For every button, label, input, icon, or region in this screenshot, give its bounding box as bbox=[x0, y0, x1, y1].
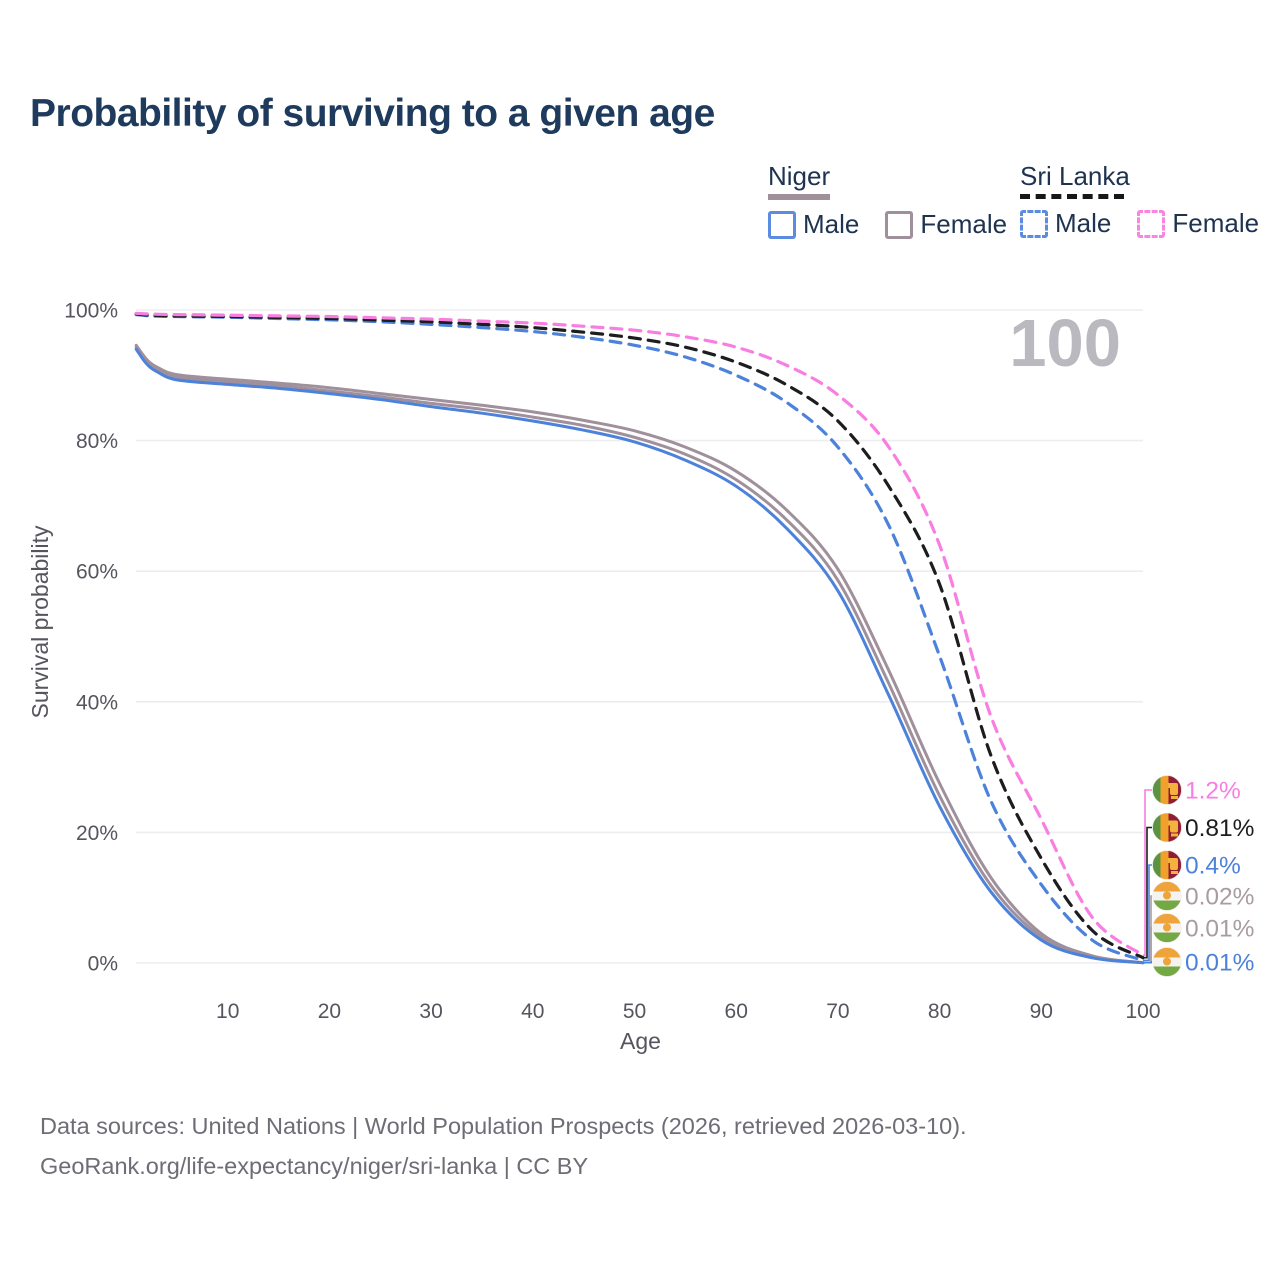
niger-flag-icon bbox=[1152, 881, 1182, 911]
data-sources-line2: GeoRank.org/life-expectancy/niger/sri-la… bbox=[40, 1153, 589, 1180]
legend-country-niger[interactable]: Niger bbox=[768, 161, 831, 191]
y-tick-label: 100% bbox=[64, 300, 118, 323]
leader-line bbox=[1143, 826, 1152, 959]
curve-niger-male[interactable] bbox=[134, 347, 1145, 965]
end-label-sri-lanka-female: 1.2% bbox=[1143, 775, 1241, 956]
niger-flag-icon bbox=[1152, 947, 1182, 977]
leader-line bbox=[1143, 789, 1152, 956]
x-tick-label: 90 bbox=[1030, 1000, 1053, 1023]
end-label-sri-lanka-total: 0.81% bbox=[1143, 813, 1254, 959]
sri-lanka-line-swatch bbox=[1020, 194, 1124, 200]
x-tick-label: 30 bbox=[419, 1000, 442, 1023]
y-tick-label: 60% bbox=[76, 561, 118, 584]
curve-sri-lanka-male[interactable] bbox=[134, 313, 1145, 962]
legend: Niger Male Female Sri Lanka bbox=[0, 161, 1280, 243]
end-value-label: 0.4% bbox=[1185, 853, 1241, 880]
sri-lanka-flag-icon bbox=[1152, 775, 1182, 805]
legend-item-niger-male[interactable]: Male bbox=[768, 209, 859, 240]
curve-sri-lanka-total[interactable] bbox=[134, 312, 1145, 960]
x-tick-label: 10 bbox=[216, 1000, 239, 1023]
x-axis-title: Age bbox=[620, 1028, 661, 1054]
legend-group-sri-lanka: Sri Lanka Male Female bbox=[1020, 161, 1259, 239]
data-sources: Data sources: United Nations | World Pop… bbox=[40, 1106, 967, 1187]
x-tick-label: 70 bbox=[826, 1000, 849, 1023]
end-value-label: 0.01% bbox=[1185, 916, 1254, 943]
x-tick-label: 40 bbox=[521, 1000, 544, 1023]
leader-line bbox=[1143, 961, 1152, 964]
end-label-niger-male: 0.01% bbox=[1143, 947, 1254, 977]
age-watermark: 100 bbox=[1009, 306, 1121, 381]
legend-label-niger-male: Male bbox=[803, 209, 860, 240]
checkbox-sri-lanka-male[interactable] bbox=[1020, 209, 1048, 238]
legend-label-niger-female: Female bbox=[920, 209, 1008, 240]
y-tick-label: 0% bbox=[88, 953, 118, 976]
curve-sri-lanka-female[interactable] bbox=[134, 311, 1145, 957]
legend-group-niger: Niger Male Female bbox=[768, 161, 1007, 240]
legend-item-sri-lanka-female[interactable]: Female bbox=[1137, 208, 1259, 239]
y-tick-label: 40% bbox=[76, 691, 118, 714]
legend-item-sri-lanka-male[interactable]: Male bbox=[1020, 208, 1111, 239]
end-value-label: 0.01% bbox=[1185, 950, 1254, 977]
checkbox-niger-female[interactable] bbox=[885, 210, 914, 239]
niger-flag-icon bbox=[1152, 913, 1182, 943]
legend-label-sri-lanka-female: Female bbox=[1172, 208, 1260, 239]
end-label-niger-total: 0.01% bbox=[1143, 913, 1254, 964]
niger-line-swatch bbox=[768, 194, 830, 201]
leader-line bbox=[1143, 864, 1152, 962]
end-value-label: 0.81% bbox=[1185, 815, 1254, 842]
legend-item-niger-female[interactable]: Female bbox=[885, 209, 1007, 240]
x-tick-label: 20 bbox=[318, 1000, 341, 1023]
end-label-niger-female: 0.02% bbox=[1143, 881, 1254, 964]
x-tick-label: 50 bbox=[623, 1000, 646, 1023]
end-value-label: 1.2% bbox=[1185, 778, 1241, 805]
end-value-label: 0.02% bbox=[1185, 884, 1254, 911]
page-title: Probability of surviving to a given age bbox=[30, 92, 715, 135]
checkbox-niger-male[interactable] bbox=[768, 210, 796, 239]
y-tick-label: 20% bbox=[76, 822, 118, 845]
legend-country-sri-lanka[interactable]: Sri Lanka bbox=[1020, 161, 1130, 191]
end-label-sri-lanka-male: 0.4% bbox=[1143, 850, 1241, 962]
y-tick-label: 80% bbox=[76, 430, 118, 453]
legend-label-sri-lanka-male: Male bbox=[1055, 208, 1112, 239]
data-sources-line1: Data sources: United Nations | World Pop… bbox=[40, 1113, 967, 1139]
checkbox-sri-lanka-female[interactable] bbox=[1137, 209, 1166, 238]
x-tick-label: 80 bbox=[928, 1000, 951, 1023]
sri-lanka-flag-icon bbox=[1152, 813, 1182, 842]
sri-lanka-flag-icon bbox=[1152, 850, 1182, 880]
curve-niger-total[interactable] bbox=[134, 345, 1145, 965]
x-tick-label: 100 bbox=[1125, 1000, 1160, 1023]
curve-niger-female[interactable] bbox=[134, 343, 1145, 965]
x-tick-label: 60 bbox=[725, 1000, 748, 1023]
y-axis-title: Survival probability bbox=[27, 525, 53, 719]
